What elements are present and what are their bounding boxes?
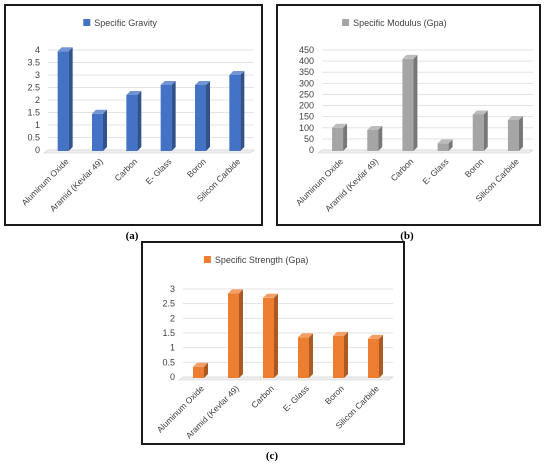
chart-a-x-tick-label: Boron <box>185 156 208 179</box>
chart-c-y-tick-label: 1 <box>170 343 175 353</box>
chart-a-y-tick-label: 1 <box>35 120 40 130</box>
chart-a-bar <box>195 81 210 151</box>
chart-a-bar <box>57 47 73 151</box>
chart-c-x-tick-label: Boron <box>323 383 346 406</box>
chart-a-bar <box>126 91 142 151</box>
chart-a-y-tick-label: 0.5 <box>27 133 40 143</box>
chart-c-y-tick-label: 2.5 <box>162 299 175 309</box>
chart-b-bar <box>332 123 348 151</box>
chart-b-y-tick-label: 0 <box>309 145 314 155</box>
chart-a-y-tick-label: 2.5 <box>27 83 40 93</box>
chart-c-legend-swatch <box>203 256 211 263</box>
chart-b-x-tick-label: E- Glass <box>420 156 450 186</box>
chart-a-legend-label: Specific Gravity <box>94 18 157 28</box>
chart-b-bar <box>367 126 383 151</box>
chart-c-bar <box>263 293 278 378</box>
chart-c-y-tick-label: 0.5 <box>162 357 175 367</box>
chart-c-y-tick-label: 0 <box>170 372 175 382</box>
chart-panel-b: Specific Modulus (Gpa) 0 50 100 150 200 250 300… <box>276 4 541 226</box>
chart-a-bar <box>92 109 107 151</box>
chart-b-y-tick-label: 50 <box>304 134 314 144</box>
chart-a-y-tick-label: 0 <box>35 145 40 155</box>
chart-b-y-tick-label: 150 <box>299 112 314 122</box>
chart-a-bar <box>160 81 176 151</box>
chart-b-bar <box>507 116 523 151</box>
chart-b-y-tick-label: 400 <box>299 56 314 66</box>
chart-b-y-tick-label: 250 <box>299 89 314 99</box>
chart-c-legend-label: Specific Strength (Gpa) <box>215 255 309 265</box>
chart-c-y-tick-label: 1.5 <box>162 328 175 338</box>
chart-a-y-tick-label: 3 <box>35 70 40 80</box>
chart-c-bar <box>228 289 243 378</box>
caption-b: (b) <box>400 230 414 242</box>
chart-a-legend-swatch <box>83 19 91 26</box>
chart-b-bar <box>437 139 453 151</box>
chart-c-floor <box>178 376 394 381</box>
chart-panel-a: Specific Gravity 0 0.5 1 1.5 2 2.5 3 3.5 4 Aluminu… <box>4 4 263 226</box>
chart-b-x-tick-label: Carbon <box>389 156 416 183</box>
chart-b-x-tick-label: Boron <box>463 156 486 179</box>
chart-a-y-tick-label: 4 <box>35 45 40 55</box>
caption-c: (c) <box>265 450 279 462</box>
caption-a: (a) <box>125 230 139 242</box>
chart-a-bar <box>229 71 245 151</box>
chart-b-legend-label: Specific Modulus (Gpa) <box>353 18 447 28</box>
chart-panel-c: Specific Strength (Gpa) 0 0.5 1 1.5 2 2.5 3 Alum… <box>141 241 405 445</box>
chart-b-legend-swatch <box>342 19 350 26</box>
chart-a-x-tick-label: Carbon <box>112 156 139 183</box>
chart-c-y-tick-label: 2 <box>170 313 175 323</box>
chart-b-y-tick-label: 300 <box>299 78 314 88</box>
chart-a-x-tick-label: E- Glass <box>143 156 173 186</box>
chart-b-bar <box>472 110 488 151</box>
chart-c-x-tick-label: E- Glass <box>281 383 311 413</box>
chart-b-y-tick-label: 100 <box>299 123 314 133</box>
chart-b-floor <box>317 149 534 154</box>
chart-a-floor <box>43 149 255 154</box>
chart-a-y-tick-label: 2 <box>35 95 40 105</box>
chart-a-svg: Specific Gravity00.511.522.533.54Aluminu… <box>19 18 255 214</box>
chart-b-y-tick-label: 350 <box>299 67 314 77</box>
chart-c-bar <box>368 334 383 378</box>
chart-b-bar <box>402 54 418 152</box>
chart-a-y-tick-label: 1.5 <box>27 108 40 118</box>
chart-b-y-tick-label: 450 <box>299 45 314 55</box>
chart-b-y-tick-label: 200 <box>299 101 314 111</box>
chart-c-y-tick-label: 3 <box>170 284 175 294</box>
chart-c-svg: Specific Strength (Gpa)00.511.522.53Alum… <box>155 255 394 441</box>
chart-c-bar <box>298 333 313 378</box>
chart-a-y-tick-label: 3.5 <box>27 58 40 68</box>
chart-c-bar <box>193 362 208 378</box>
chart-c-bar <box>333 331 348 378</box>
chart-c-x-tick-label: Carbon <box>249 383 276 410</box>
